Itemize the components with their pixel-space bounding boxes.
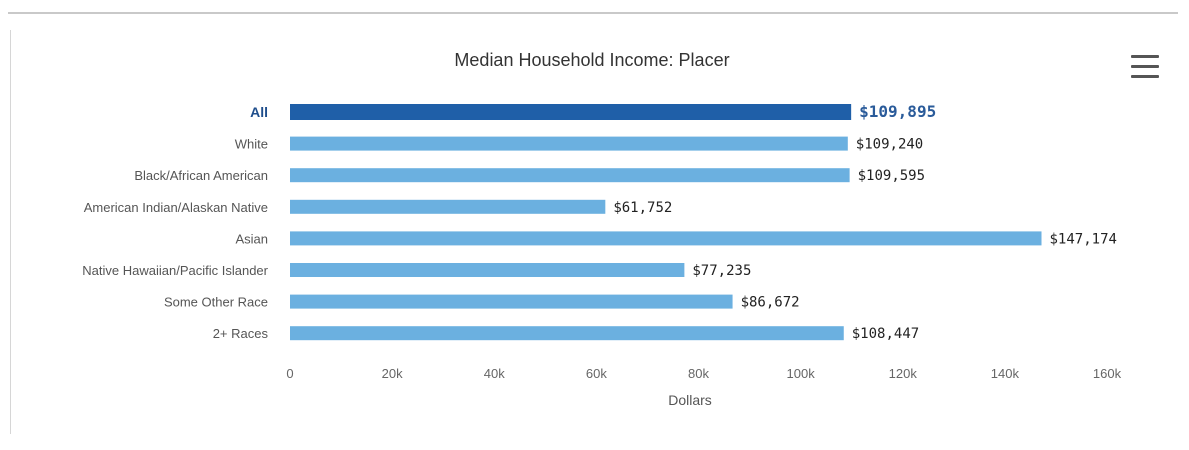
x-tick-label-5: 100k (787, 366, 816, 381)
category-label-0: All (250, 104, 268, 120)
data-label-2: $109,595 (858, 168, 925, 184)
chart-title: Median Household Income: Placer (454, 50, 729, 70)
chart-card (10, 30, 1181, 434)
data-labels: $109,895 $109,240 $109,595 $61,752 $147,174 $… (613, 102, 1117, 342)
x-axis-title: Dollars (668, 392, 712, 408)
x-tick-label-7: 140k (991, 366, 1020, 381)
category-label-2: Black/African American (134, 168, 268, 183)
category-label-4: Asian (235, 231, 268, 246)
data-label-5: $77,235 (692, 263, 751, 279)
bar-7[interactable] (290, 326, 844, 341)
bar-2[interactable] (290, 168, 850, 183)
hamburger-menu-icon[interactable] (1128, 52, 1162, 80)
x-axis-ticks: 0 20k 40k 60k 80k 100k 120k 140k 160k (286, 366, 1121, 381)
top-divider (8, 12, 1178, 14)
x-tick-label-2: 40k (484, 366, 505, 381)
bar-4[interactable] (290, 231, 1042, 246)
category-label-3: American Indian/Alaskan Native (84, 200, 268, 215)
x-tick-label-3: 60k (586, 366, 607, 381)
x-tick-label-8: 160k (1093, 366, 1122, 381)
category-labels: All White Black/African American American I… (82, 104, 268, 341)
data-label-4: $147,174 (1050, 231, 1117, 247)
x-tick-label-0: 0 (286, 366, 293, 381)
bar-6[interactable] (290, 294, 733, 309)
data-label-6: $86,672 (741, 295, 800, 311)
x-tick-label-4: 80k (688, 366, 709, 381)
bars-layer (290, 104, 1042, 341)
category-label-1: White (235, 137, 268, 152)
data-label-0: $109,895 (859, 102, 936, 121)
bar-0[interactable] (290, 104, 852, 120)
bar-3[interactable] (290, 199, 606, 214)
bar-5[interactable] (290, 263, 685, 277)
x-tick-label-6: 120k (889, 366, 918, 381)
data-label-7: $108,447 (852, 326, 919, 342)
category-label-5: Native Hawaiian/Pacific Islander (82, 263, 268, 278)
x-tick-label-1: 20k (382, 366, 403, 381)
data-label-1: $109,240 (856, 137, 923, 153)
bar-1[interactable] (290, 136, 848, 151)
category-label-6: Some Other Race (164, 295, 268, 310)
category-label-7: 2+ Races (213, 326, 269, 341)
data-label-3: $61,752 (613, 200, 672, 216)
